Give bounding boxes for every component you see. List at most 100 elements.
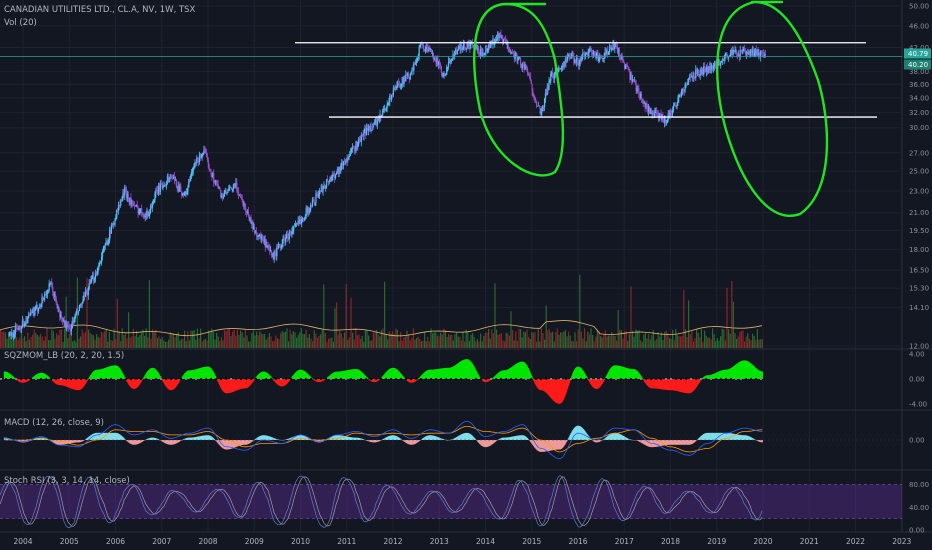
candle-body — [439, 63, 442, 66]
macd-hist-bar — [24, 440, 26, 443]
candle-body — [203, 150, 205, 154]
volume-bar — [556, 328, 558, 348]
candle-body — [109, 230, 112, 234]
candle-body — [654, 111, 656, 117]
squeeze-bar — [243, 379, 245, 389]
squeeze-bar — [675, 379, 677, 391]
volume-bar — [355, 328, 357, 348]
squeeze-bar — [497, 373, 499, 379]
candle-body — [343, 161, 346, 163]
macd-hist-bar — [228, 440, 230, 450]
volume-bar — [86, 277, 88, 348]
macd-hist-bar — [693, 440, 695, 443]
volume-bar — [414, 339, 416, 348]
squeeze-bar — [10, 375, 13, 379]
squeeze-dot — [725, 378, 727, 380]
annotation-ellipse-left — [473, 2, 565, 177]
squeeze-bar — [420, 376, 422, 379]
candle-body — [296, 223, 298, 225]
squeeze-bar — [564, 379, 566, 397]
macd-hist-bar — [230, 440, 232, 449]
squeeze-dot — [345, 378, 347, 380]
macd-hist-bar — [725, 432, 727, 440]
macd-legend: MACD (12, 26, close, 9) — [4, 418, 104, 428]
candle-body — [105, 241, 107, 245]
squeeze-bar — [223, 379, 225, 393]
macd-hist-bar — [45, 438, 47, 440]
candle-body — [268, 245, 270, 248]
macd-hist-bar — [647, 440, 650, 447]
volume-bar — [664, 332, 666, 348]
macd-hist-bar — [480, 440, 482, 446]
year-tick: 2011 — [337, 537, 356, 546]
macd-hist-bar — [717, 432, 719, 440]
squeeze-dot — [110, 378, 112, 380]
macd-hist-bar — [452, 439, 454, 440]
candle-body — [79, 303, 81, 306]
squeeze-bar — [585, 375, 587, 379]
candle-body — [28, 314, 31, 316]
squeeze-bar — [725, 369, 727, 379]
squeeze-bar — [733, 366, 735, 379]
candle-body — [195, 162, 197, 163]
macd-hist-bar — [202, 435, 204, 440]
macd-hist-bar — [110, 432, 112, 440]
candle-body — [44, 294, 47, 296]
squeeze-bar — [327, 376, 329, 379]
candle-body — [403, 77, 405, 85]
macd-hist-bar — [405, 440, 408, 444]
squeeze-bar — [473, 366, 475, 379]
volume-bar — [228, 328, 230, 348]
macd-hist-bar — [343, 435, 345, 440]
squeeze-bar — [693, 379, 696, 390]
candle-body — [753, 52, 756, 56]
candle-body — [197, 161, 200, 163]
squeeze-bar — [21, 379, 23, 383]
squeeze-dot — [335, 378, 337, 380]
squeeze-dot — [650, 378, 652, 380]
squeeze-bar — [649, 379, 651, 388]
candle-body — [763, 54, 765, 58]
volume-bar — [160, 338, 162, 348]
macd-hist-bar — [132, 440, 135, 445]
macd-hist-bar — [611, 433, 613, 440]
squeeze-bar — [103, 368, 105, 379]
candle-body — [213, 182, 216, 184]
squeeze-dot — [120, 378, 122, 380]
macd-hist-bar — [117, 433, 119, 440]
squeeze-bar — [221, 379, 224, 391]
squeeze-bar — [600, 379, 603, 386]
squeeze-bar — [697, 379, 699, 385]
squeeze-bar — [596, 379, 598, 389]
squeeze-bar — [56, 379, 58, 385]
squeeze-bar — [731, 367, 733, 379]
macd-hist-bar — [19, 440, 22, 443]
volume-bar — [369, 340, 371, 348]
squeeze-bar — [642, 379, 644, 380]
squeeze-bar — [184, 373, 186, 379]
candle-body — [187, 187, 189, 192]
candle-body — [544, 92, 547, 99]
volume-bar — [713, 334, 715, 348]
squeeze-bar — [277, 379, 280, 386]
squeeze-dot — [690, 378, 692, 380]
squeeze-bar — [354, 369, 356, 379]
volume-bar — [70, 332, 72, 348]
macd-hist-bar — [416, 440, 418, 443]
candle-body — [294, 225, 296, 227]
macd-hist-bar — [642, 440, 644, 444]
volume-bar — [499, 333, 501, 348]
volume-bar — [540, 328, 542, 348]
macd-hist-bar — [537, 440, 539, 451]
macd-hist-bar — [348, 436, 350, 440]
macd-hist-bar — [79, 440, 81, 443]
macd-hist-bar — [295, 435, 297, 440]
candle-body — [21, 320, 24, 327]
macd-hist-bar — [506, 437, 508, 440]
squeeze-bar — [355, 369, 357, 379]
volume-bar — [284, 331, 286, 348]
candle-body — [761, 51, 764, 53]
candle-body — [384, 108, 386, 111]
squeeze-bar — [78, 379, 80, 391]
